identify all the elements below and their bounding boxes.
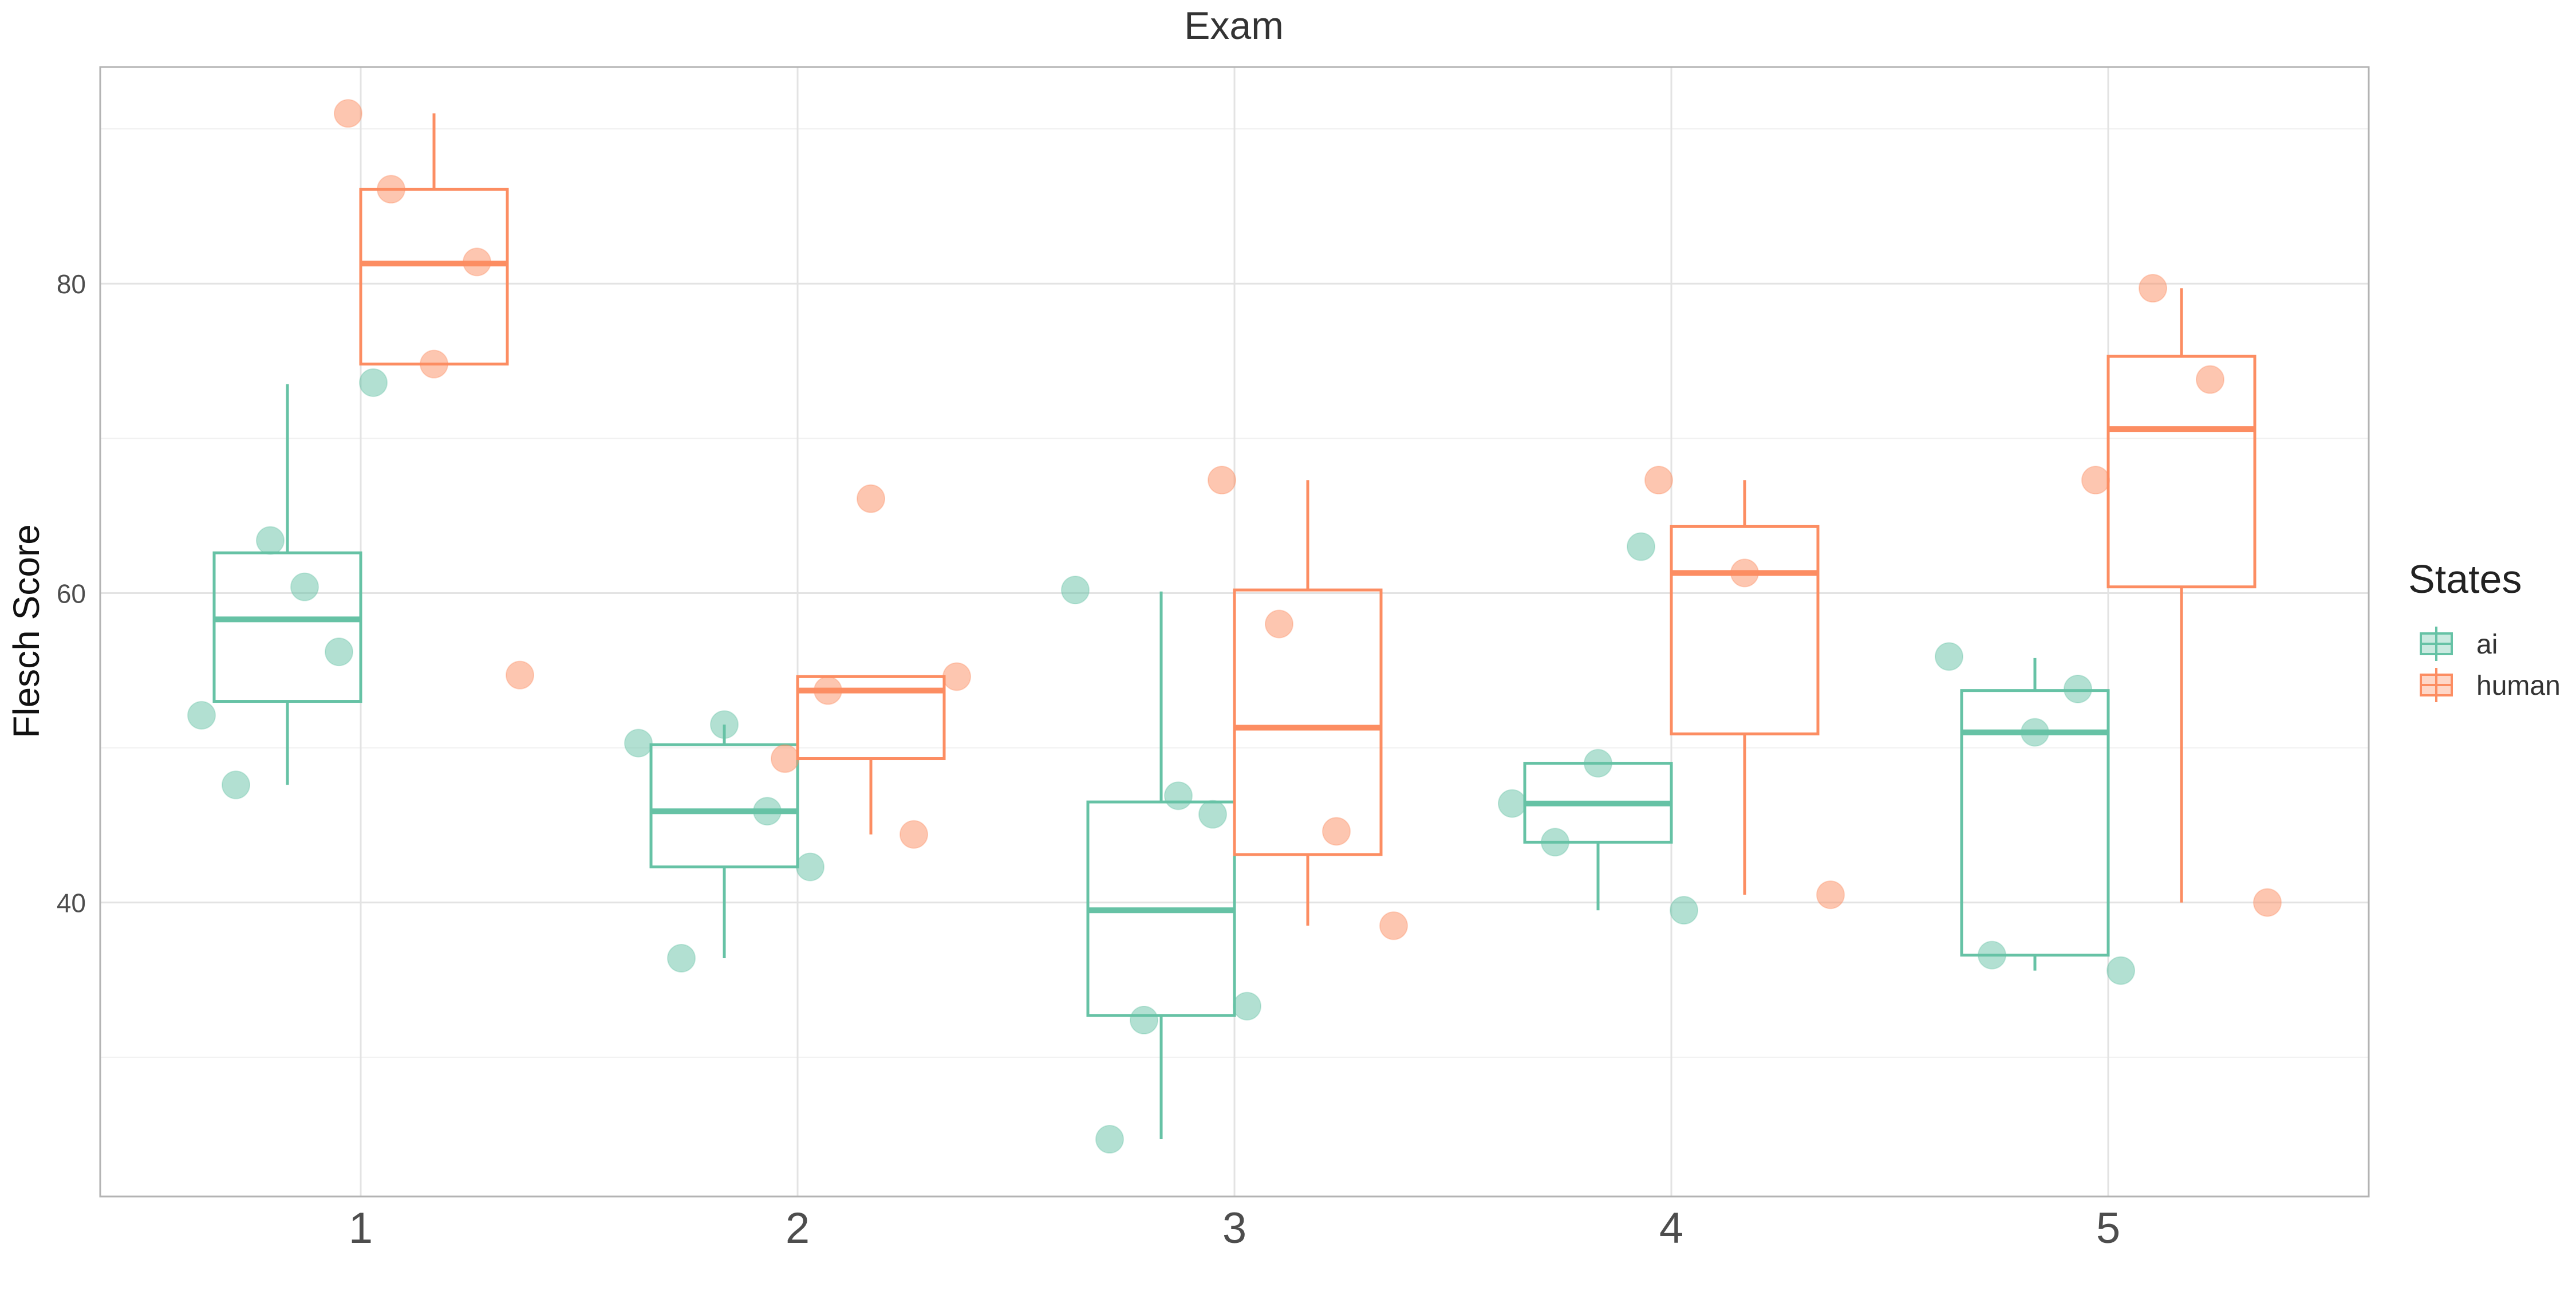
box-body: [649, 743, 799, 869]
data-point-human: [900, 820, 928, 849]
data-point-ai: [667, 943, 696, 973]
box-human-5: [2106, 288, 2257, 903]
legend-item-human: human: [2420, 668, 2561, 702]
x-tick-label: 3: [1222, 1204, 1246, 1253]
data-point-human: [771, 744, 799, 773]
box-body: [1670, 525, 1820, 735]
data-point-ai: [1130, 1006, 1158, 1035]
data-point-human: [1816, 880, 1845, 910]
data-point-human: [2081, 466, 2110, 495]
data-layer: [187, 99, 2282, 1154]
data-point-ai: [1627, 532, 1655, 561]
data-point-human: [2196, 365, 2224, 394]
data-point-human: [1322, 817, 1351, 846]
legend-title: States: [2408, 557, 2522, 601]
box-human-3: [1233, 480, 1383, 926]
data-point-ai: [1498, 789, 1526, 818]
data-point-human: [942, 662, 971, 691]
box-body: [796, 675, 946, 761]
data-point-ai: [222, 770, 250, 800]
data-point-human: [463, 247, 491, 277]
data-point-ai: [1670, 896, 1698, 925]
x-tick-label: 5: [2096, 1204, 2120, 1253]
data-point-ai: [325, 637, 353, 667]
data-point-ai: [1935, 642, 1963, 671]
x-tick-label: 1: [349, 1204, 373, 1253]
data-point-human: [857, 484, 885, 513]
data-point-human: [506, 660, 534, 690]
data-point-ai: [1198, 800, 1227, 829]
y-tick-label: 60: [57, 578, 86, 608]
plot-panel-border: [99, 66, 2370, 1198]
data-point-ai: [624, 729, 653, 758]
y-tick-label: 80: [57, 269, 86, 299]
data-point-human: [1208, 466, 1236, 495]
box-ai-3: [1086, 591, 1236, 1140]
data-point-human: [420, 349, 448, 379]
data-point-ai: [1978, 940, 2006, 970]
data-point-ai: [256, 526, 285, 555]
data-point-ai: [2106, 956, 2135, 985]
data-point-human: [1730, 558, 1759, 588]
data-point-ai: [796, 852, 825, 881]
data-point-ai: [1541, 828, 1569, 857]
data-point-human: [2253, 888, 2282, 917]
legend-item-ai: ai: [2420, 627, 2498, 661]
data-point-ai: [1164, 781, 1193, 810]
data-point-human: [334, 99, 362, 128]
x-tick-label: 4: [1659, 1204, 1683, 1253]
axes: 40 60 80 1 2 3 4 5: [57, 269, 2120, 1253]
data-point-ai: [2064, 674, 2092, 703]
legend-label: human: [2476, 671, 2561, 701]
data-point-human: [2139, 274, 2167, 303]
data-point-ai: [753, 797, 782, 826]
data-point-ai: [187, 700, 216, 730]
data-point-ai: [1584, 749, 1612, 778]
data-point-human: [1644, 466, 1673, 495]
data-point-human: [1379, 911, 1408, 940]
data-point-ai: [1233, 991, 1261, 1021]
box-ai-1: [212, 384, 362, 785]
legend-label: ai: [2476, 629, 2498, 660]
data-point-human: [814, 676, 842, 705]
box-body: [212, 551, 362, 703]
chart-title: Exam: [1184, 4, 1284, 48]
data-point-ai: [710, 710, 739, 739]
box-body: [1960, 689, 2110, 957]
data-point-human: [1265, 609, 1293, 639]
x-tick-label: 2: [786, 1204, 810, 1253]
data-point-ai: [1095, 1125, 1124, 1154]
data-point-human: [377, 175, 405, 204]
y-tick-label: 40: [57, 888, 86, 918]
data-point-ai: [2021, 718, 2049, 747]
y-axis-title: Flesch Score: [6, 524, 47, 738]
box-body: [1233, 588, 1383, 856]
box-body: [2106, 355, 2257, 589]
data-point-ai: [1061, 576, 1090, 605]
legend: States ai human: [2408, 557, 2561, 702]
data-point-ai: [290, 572, 319, 601]
data-point-ai: [359, 368, 388, 397]
